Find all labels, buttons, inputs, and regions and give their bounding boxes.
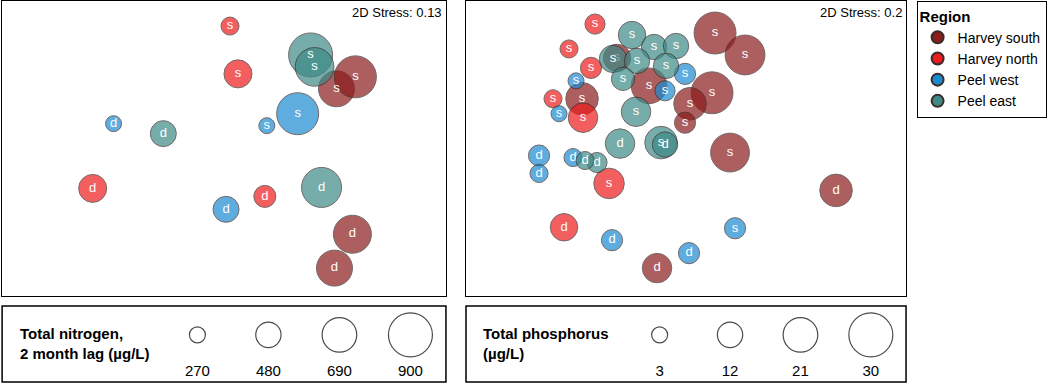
svg-text:s: s — [662, 82, 669, 97]
svg-text:s: s — [682, 114, 689, 129]
svg-text:d: d — [318, 179, 325, 194]
svg-text:Peel west: Peel west — [958, 72, 1019, 88]
svg-text:d: d — [560, 219, 567, 234]
svg-text:s: s — [658, 134, 665, 149]
svg-text:s: s — [614, 49, 621, 64]
svg-text:d: d — [661, 136, 668, 151]
svg-text:d: d — [535, 165, 542, 180]
svg-text:2D Stress: 0.2: 2D Stress: 0.2 — [820, 5, 902, 20]
svg-text:d: d — [110, 115, 117, 130]
svg-text:d: d — [349, 225, 356, 240]
svg-text:900: 900 — [398, 362, 423, 379]
svg-text:s: s — [556, 105, 563, 120]
svg-text:21: 21 — [792, 362, 809, 379]
svg-text:d: d — [222, 201, 229, 216]
svg-text:Harvey south: Harvey south — [958, 30, 1040, 46]
svg-text:d: d — [535, 147, 542, 162]
svg-text:s: s — [311, 58, 318, 73]
svg-text:d: d — [261, 188, 268, 203]
svg-text:Harvey north: Harvey north — [958, 51, 1038, 67]
svg-text:s: s — [634, 52, 641, 67]
svg-text:s: s — [588, 59, 595, 74]
svg-text:s: s — [712, 24, 719, 39]
svg-text:2D Stress: 0.13: 2D Stress: 0.13 — [352, 5, 442, 20]
svg-text:30: 30 — [862, 362, 879, 379]
svg-text:480: 480 — [256, 362, 281, 379]
svg-text:s: s — [550, 90, 557, 105]
svg-text:3: 3 — [655, 362, 663, 379]
svg-text:Region: Region — [920, 8, 971, 25]
svg-text:Total nitrogen,2 month lag (µg: Total nitrogen,2 month lag (µg/L) — [20, 325, 149, 362]
svg-text:s: s — [606, 175, 613, 190]
svg-text:s: s — [673, 37, 680, 52]
svg-text:690: 690 — [327, 362, 352, 379]
svg-text:d: d — [832, 182, 839, 197]
svg-text:s: s — [709, 84, 716, 99]
svg-text:s: s — [646, 77, 653, 92]
svg-text:d: d — [653, 259, 660, 274]
svg-text:s: s — [579, 90, 586, 105]
svg-text:s: s — [727, 144, 734, 159]
svg-text:s: s — [742, 46, 749, 61]
svg-text:s: s — [663, 57, 670, 72]
svg-text:d: d — [160, 125, 167, 140]
svg-text:s: s — [610, 50, 617, 65]
svg-text:12: 12 — [722, 362, 739, 379]
svg-text:s: s — [352, 68, 359, 83]
svg-text:d: d — [89, 180, 96, 195]
svg-text:s: s — [620, 70, 627, 85]
svg-text:d: d — [581, 152, 588, 167]
svg-text:Peel east: Peel east — [958, 93, 1016, 109]
svg-text:s: s — [573, 72, 580, 87]
svg-text:s: s — [732, 220, 739, 235]
svg-text:s: s — [566, 40, 573, 55]
svg-text:s: s — [307, 46, 314, 61]
svg-text:d: d — [593, 154, 600, 169]
svg-text:s: s — [294, 105, 301, 120]
svg-text:s: s — [333, 80, 340, 95]
svg-text:d: d — [331, 259, 338, 274]
svg-text:s: s — [580, 109, 587, 124]
svg-text:s: s — [651, 38, 658, 53]
svg-text:270: 270 — [185, 362, 210, 379]
svg-text:d: d — [616, 135, 623, 150]
svg-text:s: s — [633, 103, 640, 118]
svg-text:s: s — [629, 26, 636, 41]
svg-text:s: s — [592, 15, 599, 30]
svg-text:s: s — [687, 95, 694, 110]
svg-text:s: s — [264, 117, 271, 132]
svg-text:s: s — [682, 65, 689, 80]
svg-text:d: d — [608, 231, 615, 246]
svg-text:s: s — [235, 65, 242, 80]
svg-text:d: d — [569, 149, 576, 164]
svg-text:d: d — [685, 244, 692, 259]
svg-text:s: s — [227, 17, 234, 32]
svg-text:Total phosphorus(µg/L): Total phosphorus(µg/L) — [483, 325, 609, 362]
